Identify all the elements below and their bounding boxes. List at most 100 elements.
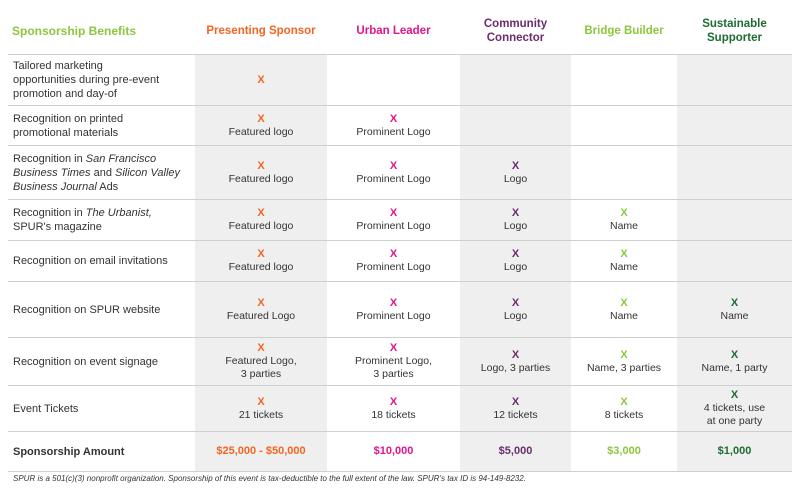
sponsorship-benefits-table: Sponsorship Benefits Presenting Sponsor …	[8, 8, 792, 472]
cell-bridge: X Name	[571, 199, 677, 241]
check-mark: X	[389, 112, 398, 125]
cell-detail: Featured Logo	[226, 309, 296, 322]
benefit-text-line: Tailored marketing	[13, 60, 103, 72]
benefit-text-line: and	[90, 166, 116, 179]
benefit-text-line: promotional materials	[13, 126, 119, 139]
cell-presenting: X Featured logo	[195, 105, 327, 146]
header-bridge-builder: Bridge Builder	[571, 8, 677, 55]
cell-detail: Prominent Logo	[356, 309, 431, 322]
check-mark: X	[257, 296, 265, 309]
benefit-tailored-marketing: Tailored marketing opportunities during …	[8, 54, 195, 106]
header-presenting-sponsor: Presenting Sponsor	[195, 8, 327, 55]
header-sponsorship-benefits: Sponsorship Benefits	[8, 8, 195, 55]
cell-detail: Logo	[503, 172, 528, 185]
table-row: Recognition in The Urbanist, SPUR's maga…	[8, 199, 792, 241]
benefit-text-line: Recognition on event signage	[13, 355, 158, 368]
check-mark: X	[257, 342, 265, 354]
cell-bridge: X Name	[571, 240, 677, 282]
cell-community: X Logo	[460, 240, 571, 282]
check-mark: X	[511, 348, 520, 361]
check-mark: X	[257, 248, 265, 260]
benefit-the-urbanist: Recognition in The Urbanist, SPUR's maga…	[8, 199, 195, 241]
check-mark: X	[730, 348, 739, 361]
benefit-event-signage: Recognition on event signage	[8, 337, 195, 386]
table-row: Recognition in San Francisco Business Ti…	[8, 145, 792, 200]
check-mark: X	[511, 395, 520, 408]
header-row: Sponsorship Benefits Presenting Sponsor …	[8, 8, 792, 55]
check-mark: X	[620, 248, 628, 260]
cell-community: X Logo	[460, 199, 571, 241]
cell-presenting: X 21 tickets	[195, 385, 327, 432]
check-mark: X	[389, 248, 398, 260]
header-sustainable-supporter: Sustainable Supporter	[677, 8, 792, 55]
cell-sustainable: X 4 tickets, use at one party	[677, 385, 792, 432]
check-mark: X	[620, 296, 628, 309]
check-mark: X	[511, 207, 520, 219]
table-row: Recognition on printed promotional mater…	[8, 105, 792, 146]
table-row: Recognition on email invitations X Featu…	[8, 240, 792, 282]
cell-sustainable	[677, 145, 792, 200]
cell-community: X Logo	[460, 145, 571, 200]
benefit-text-line: Recognition on SPUR website	[13, 303, 161, 316]
benefit-business-journal-ads: Recognition in San Francisco Business Ti…	[8, 145, 195, 200]
benefit-text-line: promotion and day-of	[13, 88, 117, 100]
cell-bridge: X 8 tickets	[571, 385, 677, 432]
benefit-text-line: Recognition on email invitations	[13, 255, 168, 267]
header-sustainable-line2: Supporter	[707, 32, 762, 44]
check-mark: X	[620, 207, 628, 219]
benefit-event-tickets: Event Tickets	[8, 385, 195, 432]
benefit-text-line: Recognition on printed	[13, 112, 124, 125]
cell-sustainable	[677, 54, 792, 106]
amount-sustainable: $1,000	[677, 431, 792, 472]
cell-detail: Logo	[503, 220, 528, 232]
header-community-line1: Community	[483, 18, 548, 30]
cell-community	[460, 105, 571, 146]
cell-detail: 3 parties	[240, 368, 282, 380]
footnote: SPUR is a 501(c)(3) nonprofit organizati…	[13, 474, 526, 483]
header-urban-leader: Urban Leader	[327, 8, 460, 55]
header-community-line2: Connector	[486, 32, 545, 44]
cell-detail: Logo	[503, 261, 528, 273]
cell-detail: Name	[609, 220, 638, 232]
cell-detail: Featured logo	[228, 125, 294, 138]
cell-detail: 12 tickets	[493, 408, 538, 421]
header-community-connector: Community Connector	[460, 8, 571, 55]
cell-detail: Name, 3 parties	[586, 361, 662, 374]
check-mark: X	[257, 159, 265, 172]
cell-detail: 21 tickets	[238, 408, 284, 421]
cell-sustainable	[677, 199, 792, 241]
cell-detail: 8 tickets	[604, 408, 644, 421]
cell-presenting: X Featured logo	[195, 199, 327, 241]
publication-name: San Francisco	[85, 152, 157, 165]
cell-detail: 18 tickets	[371, 408, 416, 421]
cell-urban: X Prominent Logo	[327, 281, 460, 338]
cell-bridge: X Name, 3 parties	[571, 337, 677, 386]
benefit-text-line: Ads	[96, 180, 119, 193]
amount-urban: $10,000	[327, 431, 460, 472]
cell-urban	[327, 54, 460, 106]
cell-urban: X 18 tickets	[327, 385, 460, 432]
cell-detail: Prominent Logo,	[354, 355, 433, 367]
publication-name: Silicon Valley	[115, 166, 181, 179]
cell-detail: Featured logo	[228, 261, 294, 273]
benefit-text-line: SPUR's magazine	[13, 221, 102, 233]
cell-urban: X Prominent Logo	[327, 199, 460, 241]
table-row: Recognition on SPUR website X Featured L…	[8, 281, 792, 338]
benefit-text-line: Event Tickets	[13, 402, 79, 415]
cell-presenting: X Featured Logo, 3 parties	[195, 337, 327, 386]
cell-detail: Name	[609, 309, 638, 322]
cell-detail: 4 tickets, use	[703, 402, 766, 414]
check-mark: X	[730, 389, 739, 401]
cell-detail: Prominent Logo	[356, 261, 431, 273]
benefit-text-line: Recognition in	[13, 207, 86, 219]
publication-name: Business Journal	[13, 180, 97, 193]
cell-community: X 12 tickets	[460, 385, 571, 432]
cell-detail: Name	[720, 309, 749, 322]
cell-urban: X Prominent Logo, 3 parties	[327, 337, 460, 386]
check-mark: X	[257, 207, 265, 219]
check-mark: X	[511, 159, 520, 172]
cell-detail: Prominent Logo	[356, 125, 431, 138]
check-mark: X	[257, 395, 265, 408]
amount-community: $5,000	[460, 431, 571, 472]
cell-community	[460, 54, 571, 106]
